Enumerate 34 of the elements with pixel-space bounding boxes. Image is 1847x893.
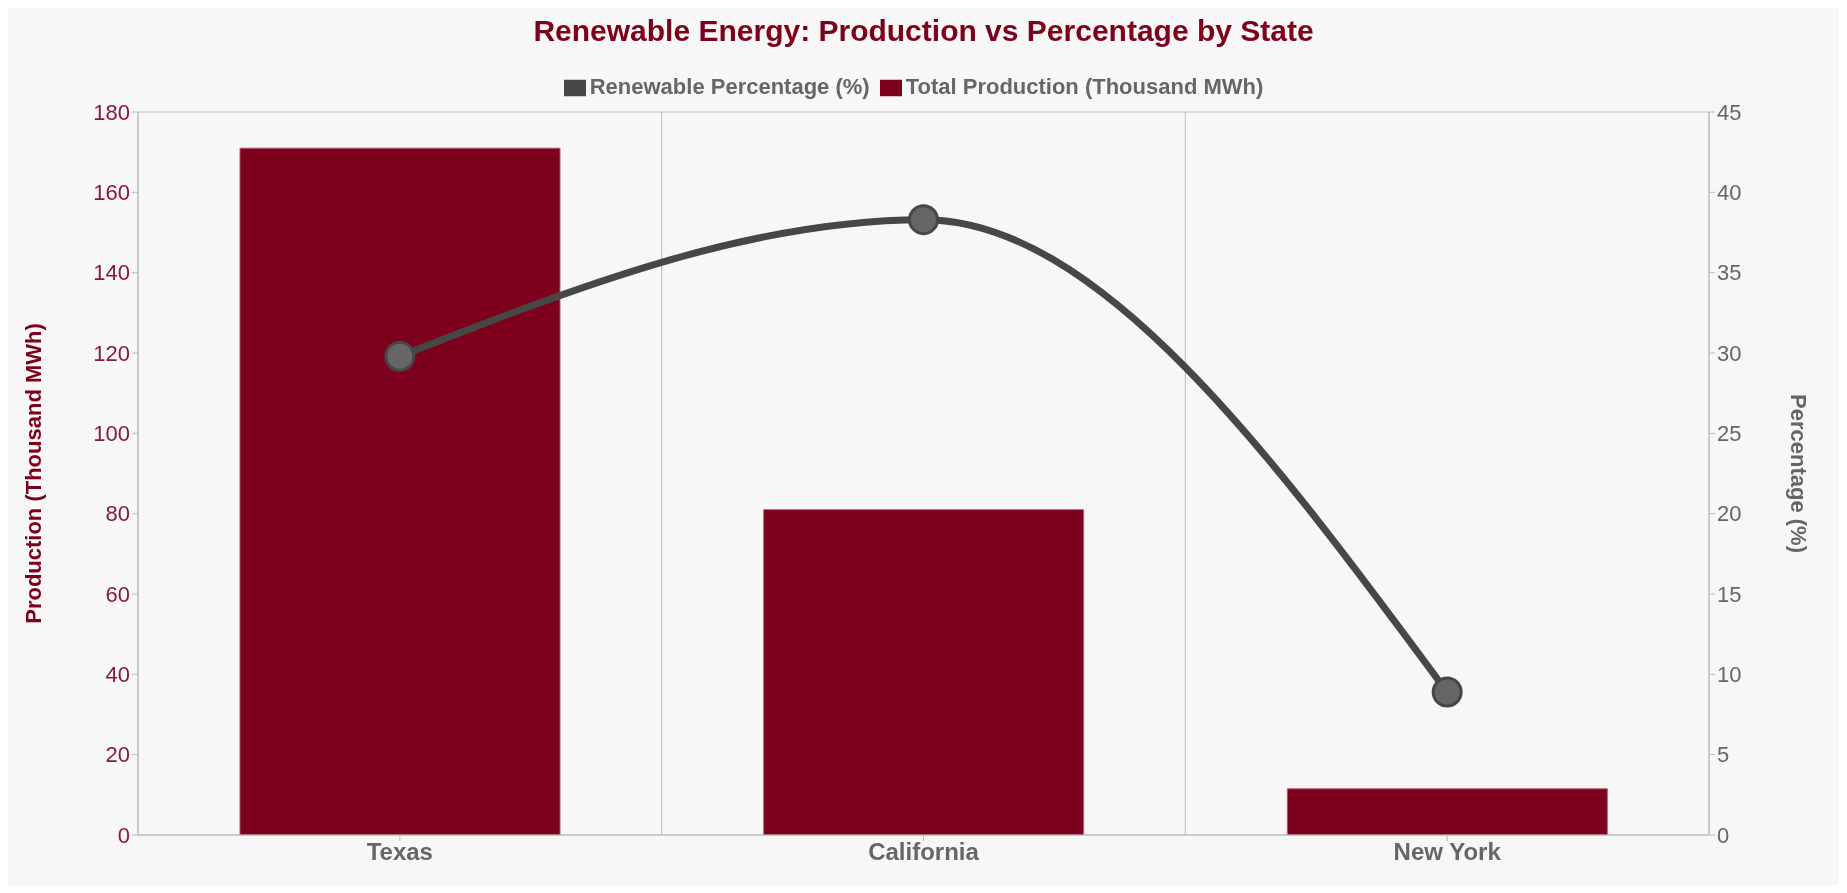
y-tick-label: 80 (105, 501, 130, 527)
y2-tick-label: 10 (1717, 662, 1742, 688)
y2-tick-label: 35 (1717, 260, 1742, 286)
y2-axis-title: Percentage (%) (1786, 394, 1812, 553)
point (1431, 676, 1463, 708)
bar (1286, 788, 1608, 835)
y2-tick-label: 20 (1717, 501, 1742, 527)
y-tick-label: 100 (93, 421, 130, 447)
point (384, 340, 416, 372)
legend-label: Renewable Percentage (%) (589, 74, 870, 99)
y-tick-label: 160 (93, 180, 130, 206)
y2-tick-label: 15 (1717, 581, 1742, 607)
y2-tick-label: 40 (1717, 180, 1742, 206)
x-tick-label: Texas (366, 838, 433, 866)
y2-tick-label: 25 (1717, 421, 1742, 447)
y-tick-label: 120 (93, 340, 130, 366)
y2-tick-label: 5 (1717, 742, 1730, 768)
y-tick-label: 180 (93, 99, 130, 125)
chart-title: Renewable Energy: Production vs Percentage by State (532, 13, 1315, 49)
bar (763, 509, 1085, 835)
y-tick-label: 40 (105, 662, 130, 688)
bar (239, 147, 561, 835)
x-tick-label: California (868, 838, 980, 866)
y2-tick-label: 30 (1717, 340, 1742, 366)
legend-label: Total Production (Thousand MWh) (905, 74, 1264, 99)
y-axis-title: Production (Thousand MWh) (20, 323, 46, 624)
y2-tick-label: 45 (1717, 99, 1742, 125)
y-tick-label: 140 (93, 260, 130, 286)
point (908, 204, 939, 236)
y-tick-label: 20 (105, 742, 130, 768)
x-tick-label: New York (1393, 838, 1502, 866)
y-tick-label: 0 (117, 822, 130, 848)
y-tick-label: 60 (105, 581, 130, 607)
y2-tick-label: 0 (1717, 822, 1730, 848)
